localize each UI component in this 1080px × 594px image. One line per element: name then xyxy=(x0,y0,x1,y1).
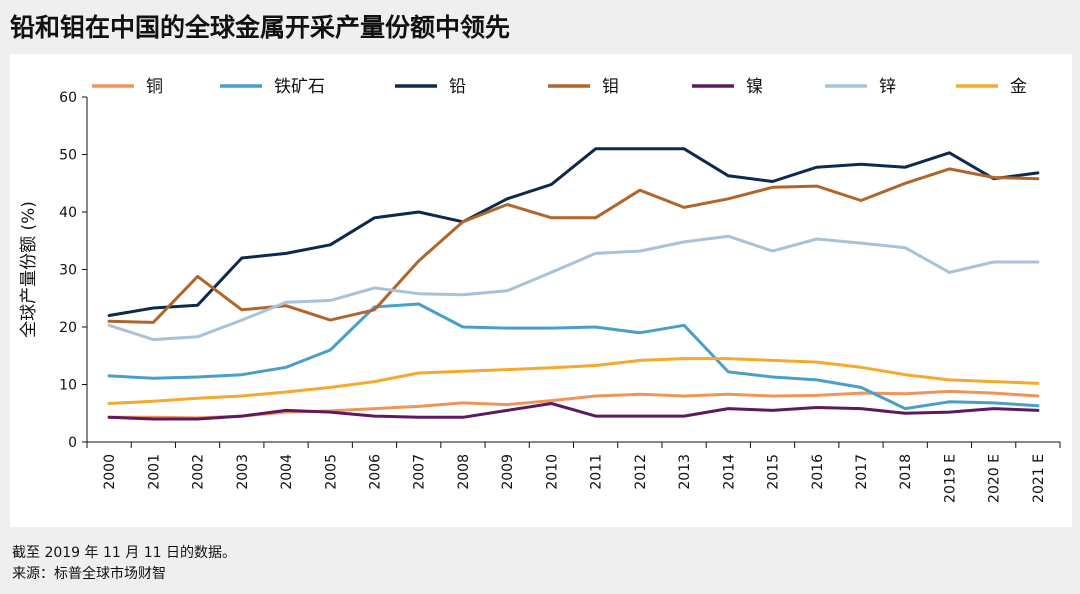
series-line-锌 xyxy=(107,234,1040,342)
chart-panel: 铜 铁矿石 铅 钼 镍 锌 金 0 10 20 30 40 50 60 2000 2001 2002 2003 2… xyxy=(10,54,1072,527)
legend-item: 锌 xyxy=(825,77,896,97)
x-tick-label: 2019 E xyxy=(942,454,958,503)
x-tick-label: 2003 xyxy=(235,454,251,490)
legend-label: 镍 xyxy=(746,77,763,97)
x-tick-label: 2020 E xyxy=(987,454,1003,503)
x-tick-label: 2002 xyxy=(191,454,207,490)
y-tick-label: 10 xyxy=(59,378,77,394)
chart-title: 铅和钼在中国的全球金属开采产量份额中领先 xyxy=(10,13,511,42)
footnote-source: 来源：标普全球市场财智 xyxy=(12,566,166,582)
x-tick-label: 2001 xyxy=(146,454,162,490)
x-tick-label: 2017 xyxy=(854,454,870,490)
series-line-金 xyxy=(107,357,1040,405)
legend-label: 钼 xyxy=(602,77,619,97)
y-tick-label: 50 xyxy=(59,148,77,164)
x-tick-label: 2014 xyxy=(721,454,737,490)
x-tick-label: 2015 xyxy=(766,454,782,490)
y-tick-label: 0 xyxy=(68,435,77,451)
legend-label: 铜 xyxy=(146,77,163,97)
y-tick-label: 60 xyxy=(59,90,77,106)
series-line-镍 xyxy=(107,402,1040,421)
x-tick-label: 2008 xyxy=(456,454,472,490)
x-tick-label: 2009 xyxy=(500,454,516,490)
legend-label: 锌 xyxy=(879,77,896,97)
legend-item: 铜 xyxy=(92,77,163,97)
y-tick-label: 20 xyxy=(59,320,77,336)
legend-item: 钼 xyxy=(548,77,619,97)
legend-item: 铅 xyxy=(395,77,466,97)
axes: 0 10 20 30 40 50 60 2000 2001 2002 2003 2004 2005 200… xyxy=(59,90,1061,503)
x-tick-label: 2005 xyxy=(323,454,339,490)
series-line-铅 xyxy=(107,147,1040,317)
legend-label: 金 xyxy=(1010,77,1027,97)
legend-item: 铁矿石 xyxy=(220,77,325,97)
x-tick-label: 2016 xyxy=(810,454,826,490)
x-tick-label: 2021 E xyxy=(1031,454,1047,503)
x-tick-label: 2000 xyxy=(102,454,118,490)
x-tick-label: 2006 xyxy=(367,454,383,490)
series-lines xyxy=(107,147,1040,421)
y-tick-label: 30 xyxy=(59,263,77,279)
x-tick-label: 2018 xyxy=(898,454,914,490)
line-chart: 铜 铁矿石 铅 钼 镍 锌 金 0 10 20 30 40 50 60 2000 2001 2002 2003 2… xyxy=(19,77,1061,503)
x-tick-label: 2013 xyxy=(677,454,693,490)
x-tick-label: 2012 xyxy=(633,454,649,490)
legend: 铜 铁矿石 铅 钼 镍 锌 金 xyxy=(92,77,1027,97)
legend-item: 金 xyxy=(956,77,1027,97)
y-tick-label: 40 xyxy=(59,205,77,221)
legend-label: 铅 xyxy=(449,77,466,97)
x-tick-label: 2004 xyxy=(279,454,295,490)
legend-item: 镍 xyxy=(692,77,763,97)
legend-label: 铁矿石 xyxy=(274,77,325,97)
series-line-铁矿石 xyxy=(107,302,1040,411)
y-axis-label: 全球产量份额 (%) xyxy=(19,201,39,338)
series-line-钼 xyxy=(107,167,1040,324)
footnote-date: 截至 2019 年 11 月 11 日的数据。 xyxy=(12,545,236,561)
x-tick-label: 2011 xyxy=(589,454,605,490)
x-tick-label: 2010 xyxy=(544,454,560,490)
x-tick-label: 2007 xyxy=(412,454,428,490)
